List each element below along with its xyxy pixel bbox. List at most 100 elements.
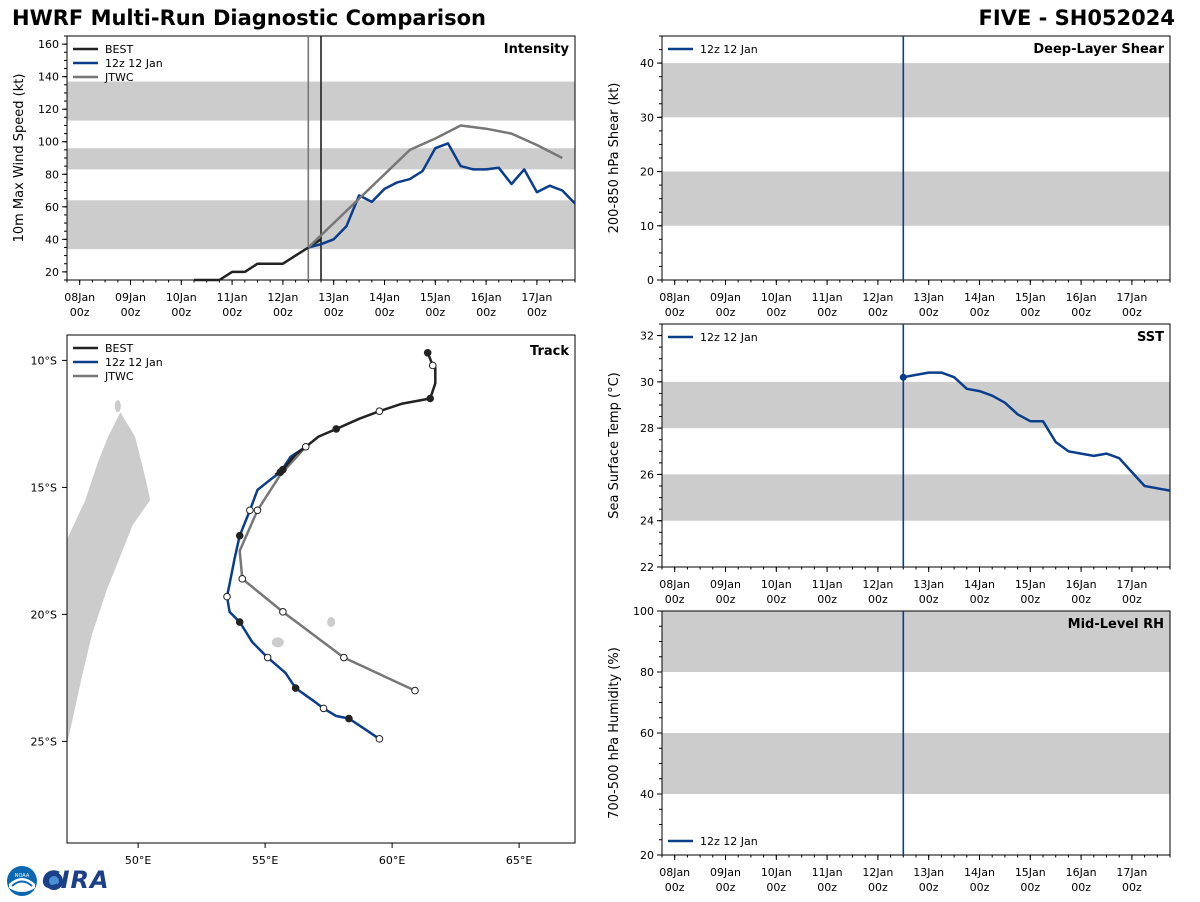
x-tick-label-date: 08Jan bbox=[64, 291, 95, 304]
band-0 bbox=[662, 171, 1170, 226]
x-tick-label-date: 10Jan bbox=[761, 291, 792, 304]
y-tick-label: 24 bbox=[640, 515, 654, 528]
legend-label-best: BEST bbox=[105, 43, 133, 56]
x-tick-label-hour: 00z bbox=[425, 306, 445, 319]
band-1 bbox=[662, 611, 1170, 672]
x-tick-label-hour: 00z bbox=[1071, 881, 1091, 894]
legend-label-run: 12z 12 Jan bbox=[105, 57, 163, 70]
y-axis-label: Sea Surface Temp (°C) bbox=[607, 372, 622, 519]
x-tick-label-hour: 00z bbox=[868, 306, 888, 319]
y-tick-label: 60 bbox=[640, 727, 654, 740]
series-line-best bbox=[194, 238, 322, 282]
x-tick-label-date: 12Jan bbox=[862, 291, 893, 304]
x-tick-label-hour: 00z bbox=[665, 306, 685, 319]
noaa-badge-icon: NOAA bbox=[7, 866, 63, 896]
track-point-run bbox=[246, 506, 254, 515]
x-tick-label-date: 17Jan bbox=[521, 291, 552, 304]
x-tick-label-hour: 00z bbox=[1020, 306, 1040, 319]
y-axis-label: 200-850 hPa Shear (kt) bbox=[607, 83, 622, 234]
band-0 bbox=[662, 474, 1170, 521]
track-point-run bbox=[291, 684, 300, 692]
legend-label-jtwc: JTWC bbox=[104, 71, 134, 84]
legend-label-run: 12z 12 Jan bbox=[700, 331, 758, 344]
x-tick-label-date: 12Jan bbox=[267, 291, 298, 304]
track-line-jtwc bbox=[238, 445, 416, 692]
x-tick-label-hour: 00z bbox=[1020, 593, 1040, 606]
band-1 bbox=[662, 63, 1170, 118]
y-tick-label: 20 bbox=[45, 266, 59, 279]
cira-logo: NOAA CIRA bbox=[4, 864, 114, 898]
x-tick-label-hour: 00z bbox=[324, 306, 344, 319]
x-tick-label-date: 10Jan bbox=[761, 866, 792, 879]
reunion-island bbox=[271, 637, 284, 648]
track-point-jtwc bbox=[301, 442, 310, 451]
y-tick-label: 20°S bbox=[31, 608, 57, 621]
x-tick-label-date: 17Jan bbox=[1116, 291, 1147, 304]
y-tick-label: 160 bbox=[38, 38, 59, 51]
madagascar-landmass bbox=[66, 410, 152, 747]
track-point-best bbox=[332, 425, 341, 433]
y-tick-label: 10 bbox=[640, 220, 654, 233]
legend-label-best: BEST bbox=[105, 342, 133, 355]
chart-title: Deep-Layer Shear bbox=[1033, 42, 1164, 57]
y-tick-label: 30 bbox=[640, 111, 654, 124]
y-axis-label: 700-500 hPa Humidity (%) bbox=[607, 647, 622, 819]
x-tick-label-date: 15Jan bbox=[1015, 866, 1046, 879]
x-tick-label-date: 15Jan bbox=[420, 291, 451, 304]
y-tick-label: 40 bbox=[45, 233, 59, 246]
y-tick-label: 20 bbox=[640, 166, 654, 179]
track-point-run bbox=[235, 618, 244, 626]
noaa-badge-text: NOAA bbox=[15, 873, 30, 879]
x-tick-label-hour: 00z bbox=[970, 593, 990, 606]
band-0 bbox=[662, 733, 1170, 794]
x-tick-label-date: 13Jan bbox=[913, 866, 944, 879]
track-point-jtwc bbox=[340, 653, 348, 662]
x-tick-label-hour: 00z bbox=[222, 306, 242, 319]
chart-title: SST bbox=[1137, 330, 1164, 345]
x-tick-label-date: 11Jan bbox=[812, 291, 843, 304]
y-tick-label: 15°S bbox=[31, 481, 57, 494]
x-tick-label-date: 13Jan bbox=[318, 291, 349, 304]
plot-frame bbox=[66, 334, 576, 844]
mauritius-island bbox=[327, 617, 336, 628]
series-line-jtwc bbox=[307, 124, 563, 249]
x-tick-label-hour: 00z bbox=[716, 306, 736, 319]
track-point-run bbox=[235, 531, 244, 540]
track-point-best bbox=[375, 407, 384, 416]
y-tick-label: 22 bbox=[640, 561, 654, 574]
y-tick-label: 100 bbox=[38, 136, 59, 149]
x-tick-label-date: 10Jan bbox=[761, 578, 792, 591]
chart-title: Track bbox=[530, 344, 569, 359]
x-tick-label-date: 11Jan bbox=[812, 866, 843, 879]
y-tick-label: 25°S bbox=[31, 735, 57, 748]
x-tick-label-date: 08Jan bbox=[659, 866, 690, 879]
track-point-jtwc bbox=[253, 506, 262, 515]
x-tick-label-date: 08Jan bbox=[659, 291, 690, 304]
track-point-jtwc bbox=[411, 686, 419, 695]
x-tick-label-date: 09Jan bbox=[710, 866, 741, 879]
x-tick-label-hour: 00z bbox=[817, 593, 837, 606]
track-point-best bbox=[423, 348, 432, 357]
x-tick-label-hour: 00z bbox=[919, 593, 939, 606]
figure-title: HWRF Multi-Run Diagnostic Comparison bbox=[12, 6, 487, 30]
x-tick-label-date: 09Jan bbox=[710, 578, 741, 591]
track-line-run bbox=[225, 445, 381, 740]
x-tick-label-hour: 00z bbox=[970, 306, 990, 319]
y-tick-label: 40 bbox=[640, 57, 654, 70]
x-tick-label-date: 11Jan bbox=[812, 578, 843, 591]
x-tick-label-hour: 00z bbox=[817, 306, 837, 319]
y-tick-label: 28 bbox=[640, 422, 654, 435]
x-tick-label-hour: 00z bbox=[817, 881, 837, 894]
x-tick-label-hour: 00z bbox=[527, 306, 547, 319]
chart-title: Mid-Level RH bbox=[1068, 617, 1164, 632]
x-tick-label-hour: 00z bbox=[1071, 593, 1091, 606]
x-tick-label-hour: 00z bbox=[70, 306, 90, 319]
x-tick-label-hour: 00z bbox=[868, 593, 888, 606]
x-tick-label-date: 11Jan bbox=[217, 291, 248, 304]
northern-cape bbox=[114, 400, 121, 413]
x-tick-label-hour: 00z bbox=[665, 593, 685, 606]
